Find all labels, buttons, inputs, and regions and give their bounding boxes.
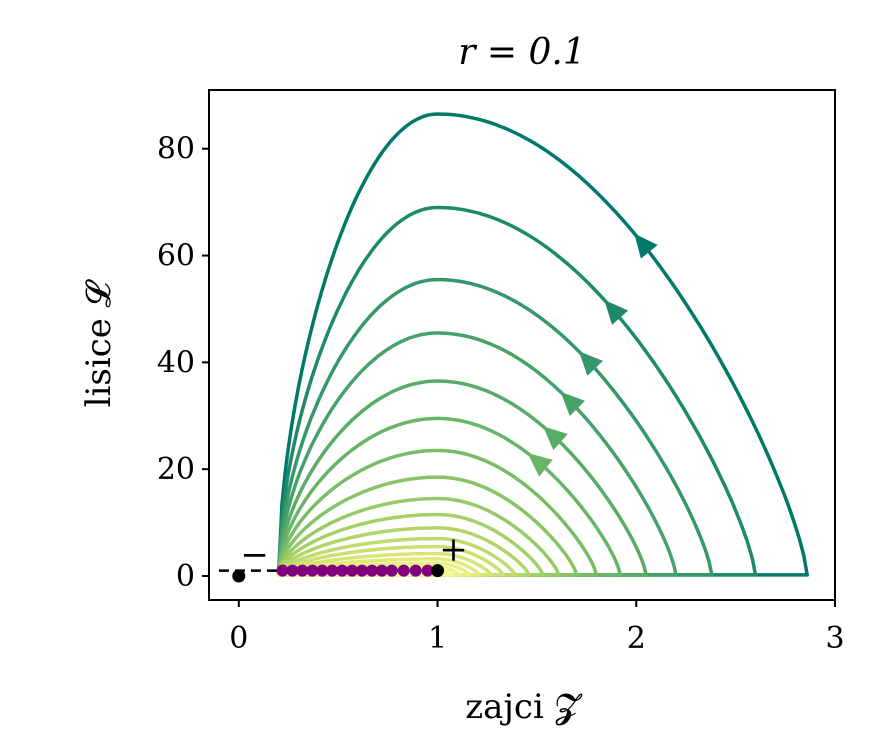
y-tick-label: 80 <box>157 132 195 167</box>
orbit-curve <box>276 475 579 577</box>
y-tick-label: 40 <box>157 345 195 380</box>
start-point <box>375 564 388 577</box>
x-tick-label: 2 <box>627 621 646 656</box>
orbit-curve <box>276 544 505 577</box>
orbit-curve <box>276 496 561 577</box>
start-point <box>326 564 339 577</box>
flow-arrow <box>634 233 658 259</box>
plot-frame <box>208 89 836 601</box>
plot-area: − + <box>218 112 809 583</box>
flow-arrow <box>542 426 568 451</box>
orbit-curve <box>276 277 714 577</box>
x-axis: 0 1 2 3 <box>229 600 845 656</box>
fixed-point-label: − <box>241 535 270 575</box>
start-point <box>316 564 329 577</box>
start-point <box>306 564 319 577</box>
orbit-curve <box>276 416 623 577</box>
fixed-point-label: + <box>439 530 468 570</box>
orbit-curve <box>276 448 599 577</box>
orbit-curve <box>276 331 678 577</box>
start-point <box>421 564 434 577</box>
fixed-point <box>431 564 445 578</box>
orbit-curve <box>276 512 545 577</box>
orbit-curve <box>276 526 531 577</box>
start-point <box>346 564 359 577</box>
start-point <box>385 564 398 577</box>
x-tick-label: 0 <box>229 621 248 656</box>
start-point <box>276 564 289 577</box>
flow-arrow <box>527 453 553 477</box>
chart-title: r = 0.1 <box>458 32 586 73</box>
start-point <box>397 564 410 577</box>
fixed-point <box>232 569 246 583</box>
start-point <box>286 564 299 577</box>
y-tick-label: 0 <box>176 559 195 594</box>
start-point <box>296 564 309 577</box>
x-tick-label: 1 <box>428 621 447 656</box>
flow-arrow <box>578 351 603 376</box>
flow-arrow <box>604 299 629 325</box>
start-point <box>356 564 369 577</box>
orbit-curve <box>276 536 517 577</box>
y-tick-label: 20 <box>157 452 195 487</box>
y-tick-label: 60 <box>157 239 195 274</box>
y-axis-title: lisice 𝓛 <box>79 278 119 407</box>
start-point <box>365 564 378 577</box>
flow-arrow <box>560 391 585 417</box>
orbit-curve <box>276 205 758 577</box>
orbit-curve <box>276 112 809 577</box>
x-axis-title: zajci 𝓩 <box>465 687 582 727</box>
x-tick-label: 3 <box>825 621 844 656</box>
orbit-curve <box>276 379 648 577</box>
start-point <box>336 564 349 577</box>
y-axis: 0 20 40 60 80 <box>157 132 209 594</box>
orbit-curve <box>276 551 493 577</box>
start-point <box>409 564 422 577</box>
